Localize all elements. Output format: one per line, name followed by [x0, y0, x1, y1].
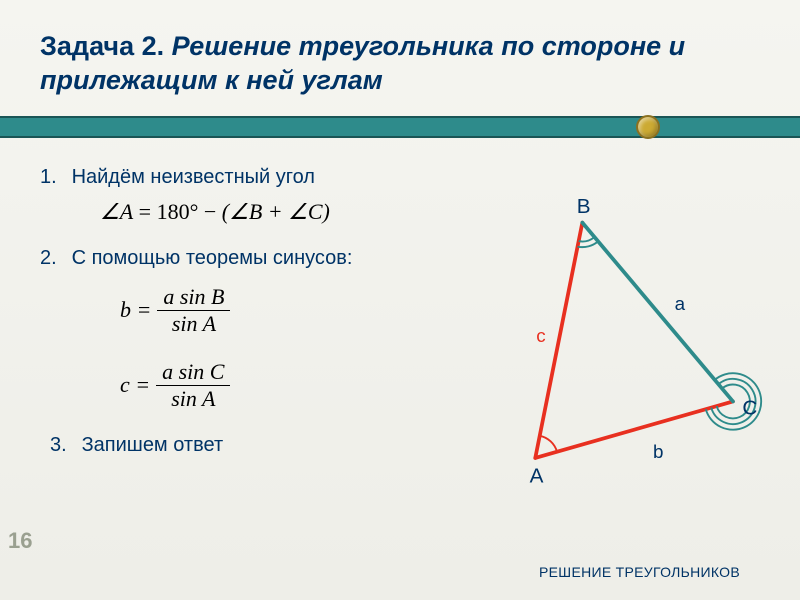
formula-c-num: a sin C	[156, 359, 230, 386]
decor-bar	[0, 116, 800, 138]
footer-text: РЕШЕНИЕ ТРЕУГОЛЬНИКОВ	[539, 564, 740, 580]
step-1: 1. Найдём неизвестный угол	[40, 166, 760, 189]
formula-b-lhs: b =	[120, 297, 151, 323]
formula-c-frac: a sin C sin A	[156, 359, 230, 412]
step-3-number: 3.	[50, 434, 76, 457]
svg-text:A: A	[530, 464, 544, 487]
svg-text:b: b	[653, 441, 663, 462]
formula-c-den: sin A	[156, 386, 230, 412]
svg-text:B: B	[577, 195, 591, 218]
triangle-svg: B C Aa b c	[460, 190, 780, 500]
svg-text:c: c	[536, 325, 545, 346]
formula-c-lhs: c =	[120, 372, 150, 398]
angle-a-rhs: (∠B + ∠C)	[222, 199, 330, 224]
slide: Задача 2. Решение треугольника по сторон…	[0, 0, 800, 600]
step-3-text: Запишем ответ	[82, 434, 224, 456]
formula-b-num: a sin B	[157, 284, 230, 311]
decor-dot	[636, 115, 660, 139]
title-prefix: Задача 2.	[40, 31, 164, 61]
page-number: 16	[8, 528, 32, 554]
step-2-text: С помощью теоремы синусов:	[72, 247, 353, 269]
formula-b-den: sin A	[157, 311, 230, 337]
angle-a-lhs: ∠A	[100, 199, 133, 224]
slide-title: Задача 2. Решение треугольника по сторон…	[40, 30, 760, 98]
step-1-text: Найдём неизвестный угол	[72, 166, 315, 188]
triangle-diagram: B C Aa b c	[460, 190, 780, 500]
angle-a-eq: = 180° −	[133, 199, 222, 224]
svg-text:a: a	[675, 293, 686, 314]
svg-text:C: C	[742, 397, 757, 420]
formula-b-frac: a sin B sin A	[157, 284, 230, 337]
step-1-number: 1.	[40, 166, 66, 189]
step-2-number: 2.	[40, 247, 66, 270]
